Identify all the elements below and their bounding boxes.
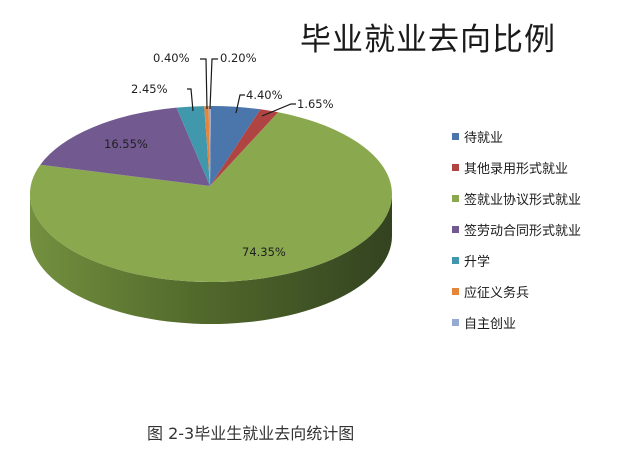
slice-daijiuye[interactable] xyxy=(210,105,261,186)
legend-label: 应征义务兵 xyxy=(464,286,530,301)
legend-swatch-icon xyxy=(452,164,459,171)
slice-hetong[interactable] xyxy=(40,107,210,186)
legend-swatch-icon xyxy=(452,319,459,326)
leader-lines xyxy=(187,58,296,117)
slice-qita[interactable] xyxy=(210,109,279,186)
label-zhengbing: 0.40% xyxy=(153,51,190,65)
label-shengxue: 2.45% xyxy=(131,82,168,96)
chart-title: 毕业就业去向比例 xyxy=(300,22,556,58)
label-chuangye: 0.20% xyxy=(220,51,257,65)
legend-label: 待就业 xyxy=(464,131,504,146)
legend-swatch-icon xyxy=(452,195,459,202)
slice-zhengbing[interactable] xyxy=(204,106,210,186)
legend-swatch-icon xyxy=(452,288,459,295)
legend-item-daijiuye[interactable]: 待就业 xyxy=(452,121,581,152)
legend-item-shengxue[interactable]: 升学 xyxy=(452,245,581,276)
legend-label: 自主创业 xyxy=(464,317,517,332)
legend-item-qita[interactable]: 其他录用形式就业 xyxy=(452,152,581,183)
label-hetong: 16.55% xyxy=(104,137,148,151)
legend-swatch-icon xyxy=(452,257,459,264)
label-qita: 1.65% xyxy=(297,97,334,111)
legend-label: 升学 xyxy=(464,255,491,270)
slice-xieyi[interactable] xyxy=(29,112,392,283)
pie-side-wall xyxy=(30,194,392,324)
legend: 待就业 其他录用形式就业 签就业协议形式就业 签劳动合同形式就业 升学 应征义务… xyxy=(452,121,581,338)
label-daijiuye: 4.40% xyxy=(246,88,283,102)
figure-caption: 图 2-3毕业生就业去向统计图 xyxy=(147,424,355,443)
legend-swatch-icon xyxy=(452,226,459,233)
legend-item-zhengbing[interactable]: 应征义务兵 xyxy=(452,276,581,307)
legend-item-xieyi[interactable]: 签就业协议形式就业 xyxy=(452,183,581,214)
legend-item-hetong[interactable]: 签劳动合同形式就业 xyxy=(452,214,581,245)
legend-item-chuangye[interactable]: 自主创业 xyxy=(452,307,581,338)
slice-chuangye[interactable] xyxy=(208,105,211,186)
label-xieyi: 74.35% xyxy=(242,245,286,259)
legend-label: 签就业协议形式就业 xyxy=(464,193,582,208)
legend-label: 其他录用形式就业 xyxy=(464,162,569,177)
slice-shengxue[interactable] xyxy=(176,106,211,186)
legend-swatch-icon xyxy=(452,133,459,140)
legend-label: 签劳动合同形式就业 xyxy=(464,224,582,239)
